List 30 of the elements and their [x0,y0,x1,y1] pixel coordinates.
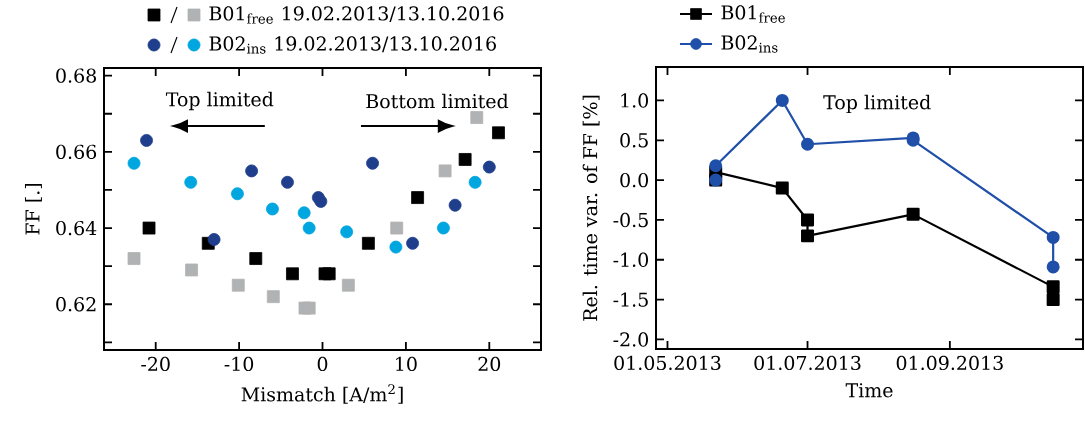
legend-label: B02$_{ins}$ [721,35,778,53]
y-tick-label: 1.0 [621,93,648,108]
legend-label: B01$_{free}$ [721,5,785,23]
x-axis-title: Mismatch [A/m$^{2}$] [241,384,403,404]
y-tick-label: -1.0 [613,252,648,267]
y-tick-label: -2.0 [613,332,648,347]
x-tick-label: 20 [478,356,501,372]
x-tick-label: -20 [141,356,170,372]
x-axis-title: Time [845,383,893,398]
y-tick-label: -1.5 [613,292,648,307]
y-tick-label: 0.62 [56,297,96,312]
x-tick-label: 10 [396,356,417,372]
legend-label: B01$_{free}$ 19.02.2013/13.10.2016 [209,6,504,24]
y-tick-label: 0.64 [56,220,97,236]
y-axis-title: Rel. time var. of FF [%] [582,95,600,321]
x-tick-label: 01.07.2013 [754,355,861,371]
legend-label: B02$_{ins}$ 19.02.2013/13.10.2016 [209,36,496,54]
x-tick-label: 01.05.2013 [614,355,721,371]
x-tick-label: -10 [224,356,254,372]
annotation: Top limited [165,91,274,111]
y-tick-label: 0.5 [620,133,648,148]
x-tick-label: 01.09.2013 [896,355,1003,371]
annotation: Top limited [823,94,931,114]
x-tick-label: 0 [317,356,328,372]
y-tick-label: 0.68 [56,68,96,83]
y-tick-label: 0.0 [620,172,648,188]
y-tick-label: 0.66 [56,144,97,160]
annotation: Bottom limited [366,93,509,109]
y-tick-label: -0.5 [613,212,648,228]
y-axis-title: FF [.] [24,184,42,235]
